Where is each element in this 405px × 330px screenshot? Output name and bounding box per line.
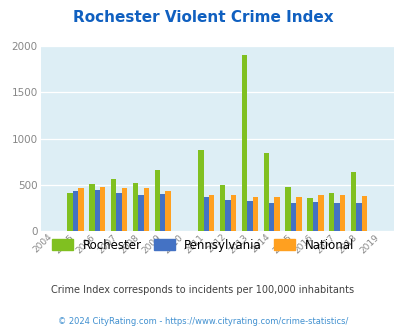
- Bar: [111, 179, 116, 231]
- Bar: [165, 191, 171, 231]
- Bar: [312, 202, 317, 231]
- Bar: [72, 191, 78, 231]
- Bar: [94, 190, 100, 231]
- Bar: [296, 197, 301, 231]
- Text: Crime Index corresponds to incidents per 100,000 inhabitants: Crime Index corresponds to incidents per…: [51, 285, 354, 295]
- Bar: [78, 187, 83, 231]
- Bar: [290, 203, 296, 231]
- Bar: [263, 153, 269, 231]
- Legend: Rochester, Pennsylvania, National: Rochester, Pennsylvania, National: [47, 234, 358, 256]
- Bar: [203, 197, 209, 231]
- Bar: [241, 55, 247, 231]
- Bar: [274, 197, 279, 231]
- Bar: [209, 195, 214, 231]
- Bar: [67, 193, 72, 231]
- Bar: [334, 203, 339, 231]
- Bar: [160, 194, 165, 231]
- Bar: [269, 203, 274, 231]
- Bar: [138, 195, 143, 231]
- Bar: [225, 200, 230, 231]
- Bar: [307, 198, 312, 231]
- Text: Rochester Violent Crime Index: Rochester Violent Crime Index: [72, 10, 333, 25]
- Bar: [122, 188, 127, 231]
- Bar: [350, 172, 355, 231]
- Text: © 2024 CityRating.com - https://www.cityrating.com/crime-statistics/: © 2024 CityRating.com - https://www.city…: [58, 317, 347, 326]
- Bar: [252, 197, 258, 231]
- Bar: [361, 196, 366, 231]
- Bar: [132, 183, 138, 231]
- Bar: [285, 187, 290, 231]
- Bar: [143, 188, 149, 231]
- Bar: [328, 193, 334, 231]
- Bar: [317, 195, 323, 231]
- Bar: [339, 194, 345, 231]
- Bar: [116, 193, 121, 231]
- Bar: [100, 187, 105, 231]
- Bar: [198, 150, 203, 231]
- Bar: [230, 195, 236, 231]
- Bar: [247, 201, 252, 231]
- Bar: [220, 185, 225, 231]
- Bar: [154, 170, 160, 231]
- Bar: [355, 203, 361, 231]
- Bar: [89, 184, 94, 231]
